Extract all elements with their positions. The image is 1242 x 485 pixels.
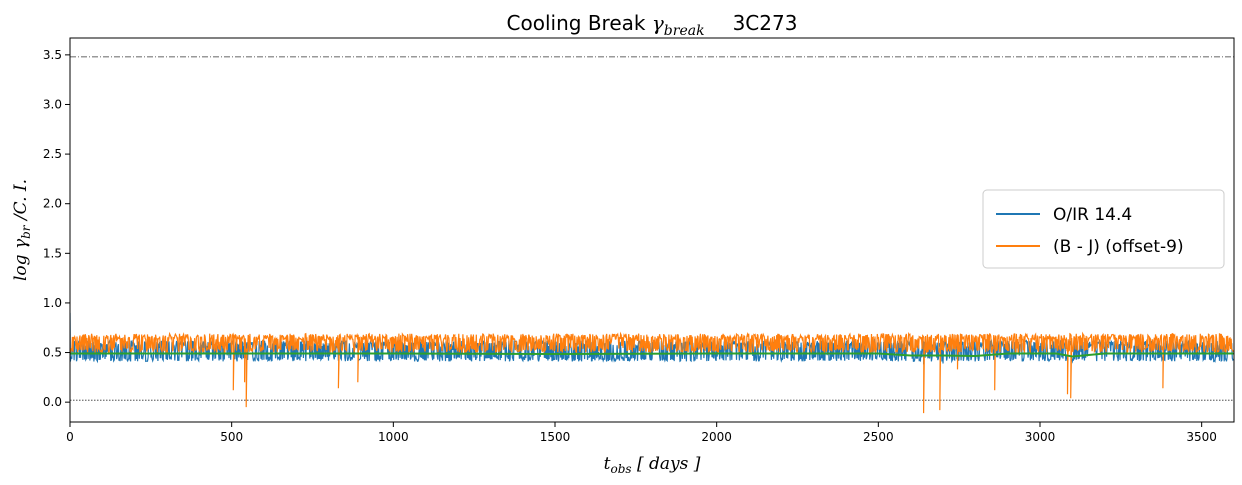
x-tick-label: 3500 — [1186, 430, 1217, 444]
x-tick-label: 2000 — [701, 430, 732, 444]
title-object: 3C273 — [733, 11, 798, 35]
legend: O/IR 14.4 (B - J) (offset-9) — [982, 189, 1225, 269]
xlabel-symbol: t — [604, 454, 611, 474]
y-tick-label: 0.0 — [43, 395, 62, 409]
legend-label-oir: O/IR 14.4 — [1053, 205, 1132, 225]
ylabel-rest: /C. I. — [11, 179, 31, 225]
series-layer — [70, 312, 1234, 414]
ylabel-subscript: br — [19, 224, 33, 239]
y-tick-label: 3.5 — [43, 48, 62, 62]
series-line-b-j — [70, 331, 1234, 414]
y-tick-label: 2.5 — [43, 147, 62, 161]
legend-label-bj: (B - J) (offset-9) — [1053, 237, 1184, 257]
xlabel-subscript: obs — [610, 462, 631, 476]
x-axis-title: tobs [ days ] — [604, 454, 701, 476]
y-axis-ticks: 0.0 0.5 1.0 1.5 2.0 2.5 3.0 3.5 — [43, 48, 70, 409]
legend-frame — [982, 189, 1225, 269]
x-tick-label: 500 — [220, 430, 243, 444]
chart-title: Cooling Break γbreak 3C273 — [507, 11, 798, 39]
x-tick-label: 3000 — [1025, 430, 1056, 444]
y-tick-label: 1.0 — [43, 296, 62, 310]
ylabel-symbol: γ — [11, 238, 31, 249]
y-tick-label: 3.0 — [43, 97, 62, 111]
title-symbol: γ — [652, 11, 664, 35]
ylabel-pre: log — [11, 249, 31, 281]
y-axis-title: log γbr /C. I. — [11, 179, 33, 281]
reference-lines — [70, 56, 1234, 401]
title-subscript: break — [664, 23, 705, 39]
xlabel-rest: [ days ] — [632, 454, 701, 474]
x-tick-label: 0 — [66, 430, 74, 444]
y-tick-label: 1.5 — [43, 246, 62, 260]
x-axis-ticks: 0 500 1000 1500 2000 2500 3000 3500 — [66, 422, 1217, 444]
y-tick-label: 2.0 — [43, 197, 62, 211]
x-tick-label: 1000 — [378, 430, 409, 444]
series-line-mean — [70, 352, 1234, 358]
x-tick-label: 2500 — [863, 430, 894, 444]
plot-frame — [69, 37, 1235, 423]
y-tick-label: 0.5 — [43, 346, 62, 360]
x-tick-label: 1500 — [540, 430, 571, 444]
title-main: Cooling Break — [507, 11, 652, 35]
